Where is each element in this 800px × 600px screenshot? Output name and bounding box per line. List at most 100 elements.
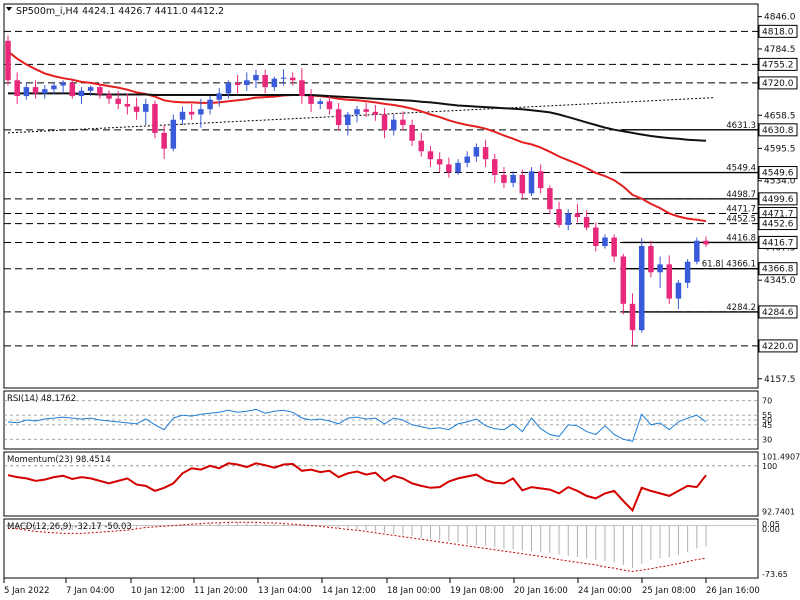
candle[interactable] — [317, 98, 324, 110]
candle[interactable] — [593, 222, 599, 252]
candle[interactable] — [381, 108, 388, 139]
candle[interactable] — [335, 102, 342, 131]
candle[interactable] — [372, 104, 379, 121]
trendline[interactable] — [7, 97, 715, 134]
candle[interactable] — [510, 171, 516, 188]
candle[interactable] — [115, 90, 121, 110]
candle[interactable] — [455, 159, 461, 175]
rsi-pane[interactable] — [3, 390, 759, 450]
time-tick-label: 14 Jan 12:00 — [322, 586, 376, 596]
candle[interactable] — [124, 93, 131, 115]
candle[interactable] — [574, 203, 581, 223]
candle[interactable] — [482, 139, 489, 168]
candle[interactable] — [638, 238, 645, 333]
candle[interactable] — [41, 85, 48, 99]
candle[interactable] — [565, 209, 571, 231]
candle[interactable] — [400, 111, 406, 131]
candle[interactable] — [547, 185, 553, 215]
candle[interactable] — [629, 293, 636, 346]
candle[interactable] — [418, 132, 425, 157]
candle[interactable] — [409, 119, 415, 147]
candle[interactable] — [464, 151, 470, 168]
current-price-box — [758, 235, 798, 249]
candle[interactable] — [97, 83, 103, 99]
candle-body — [427, 151, 434, 160]
candle[interactable] — [583, 210, 590, 231]
candle[interactable] — [161, 124, 167, 160]
candle[interactable] — [69, 78, 76, 99]
rsi-tick-label: 50 — [762, 416, 772, 425]
candle[interactable] — [5, 35, 11, 86]
candle[interactable] — [170, 114, 177, 152]
candle[interactable] — [602, 234, 608, 249]
main-pane[interactable] — [3, 3, 759, 389]
candle[interactable] — [253, 69, 259, 89]
candle[interactable] — [528, 167, 535, 196]
candle[interactable] — [225, 80, 232, 99]
candle[interactable] — [390, 114, 397, 136]
candle[interactable] — [87, 85, 94, 97]
candle[interactable] — [326, 96, 333, 115]
candle[interactable] — [666, 255, 673, 304]
candle-body — [133, 106, 140, 112]
candle[interactable] — [14, 72, 20, 104]
candle[interactable] — [308, 89, 314, 112]
candle[interactable] — [23, 82, 30, 100]
candle-body — [501, 174, 507, 183]
time-tick-label: 13 Jan 04:00 — [258, 586, 312, 596]
level-label: 4818.0 — [762, 27, 794, 37]
candle[interactable] — [289, 72, 296, 86]
candle[interactable] — [354, 106, 360, 123]
candle[interactable] — [657, 256, 663, 289]
candle[interactable] — [299, 68, 305, 104]
dropdown-arrow-icon[interactable] — [6, 7, 12, 11]
candle[interactable] — [473, 143, 480, 162]
candle-body — [32, 87, 39, 94]
candle-body — [363, 109, 369, 112]
candle[interactable] — [648, 240, 654, 278]
candle[interactable] — [556, 201, 562, 228]
candle[interactable] — [611, 234, 617, 262]
candle[interactable] — [152, 100, 158, 139]
candle[interactable] — [188, 103, 195, 120]
candle[interactable] — [133, 97, 140, 120]
candle[interactable] — [60, 80, 66, 94]
candle-body — [143, 103, 149, 112]
candle-body — [400, 119, 406, 125]
candle[interactable] — [198, 98, 204, 128]
candle[interactable] — [216, 88, 222, 107]
candle[interactable] — [280, 69, 287, 86]
candle[interactable] — [501, 167, 507, 189]
candle[interactable] — [427, 146, 434, 168]
candle[interactable] — [519, 169, 526, 199]
candle[interactable] — [271, 76, 278, 91]
price-tick-label: 4595.5 — [764, 144, 796, 154]
candle[interactable] — [363, 102, 369, 118]
candle[interactable] — [207, 95, 213, 115]
candle[interactable] — [492, 153, 498, 183]
candle[interactable] — [436, 152, 443, 173]
candle[interactable] — [106, 90, 112, 104]
candle[interactable] — [345, 111, 351, 136]
candle[interactable] — [179, 106, 186, 125]
candle[interactable] — [262, 69, 268, 94]
level-tag: 4416.8 — [726, 233, 756, 243]
candle[interactable] — [78, 87, 85, 104]
candle[interactable] — [694, 237, 700, 265]
candle[interactable] — [620, 253, 627, 315]
candle[interactable] — [703, 236, 709, 248]
candle[interactable] — [446, 157, 452, 178]
candle[interactable] — [51, 81, 57, 95]
candle-body — [638, 245, 645, 331]
candle[interactable] — [684, 259, 691, 289]
candle[interactable] — [234, 75, 241, 94]
candle[interactable] — [244, 72, 250, 91]
candle[interactable] — [675, 280, 682, 310]
candle[interactable] — [537, 164, 544, 194]
mom-pane[interactable] — [3, 451, 759, 517]
candle-body — [372, 111, 379, 115]
candle[interactable] — [143, 98, 149, 125]
candle[interactable] — [32, 80, 39, 99]
